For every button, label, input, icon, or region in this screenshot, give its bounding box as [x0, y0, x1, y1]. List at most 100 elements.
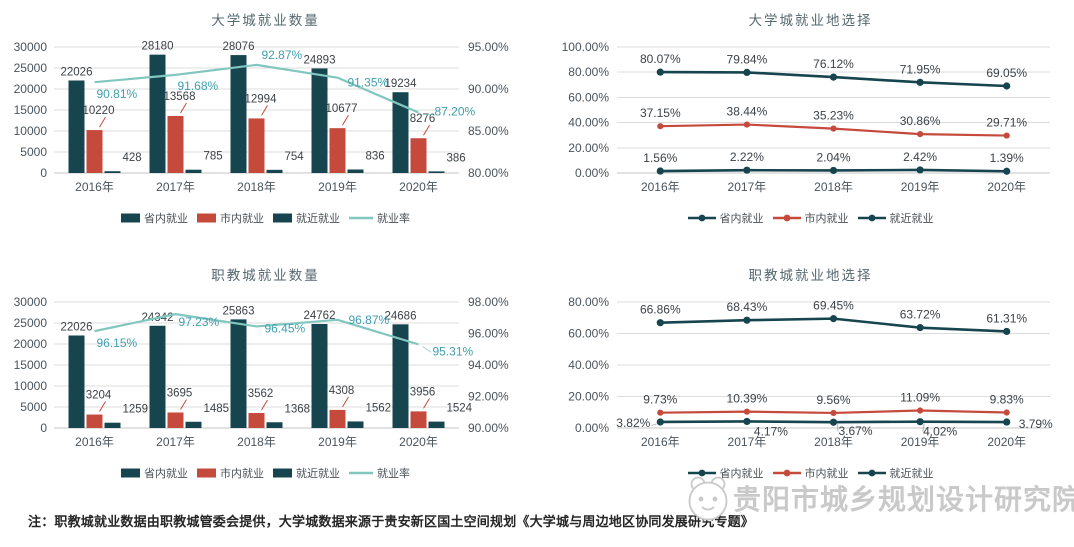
data-point [1003, 409, 1010, 416]
x-axis-label: 2017年 [156, 435, 195, 449]
bar-value-label: 1524 [447, 403, 473, 415]
data-point [1003, 327, 1011, 336]
point-label: 76.12% [813, 57, 854, 71]
label-leader-line [180, 102, 187, 114]
axis-tick-label: 15000 [14, 358, 48, 372]
chart-legend: 省内就业 市内就业 就近就业 [553, 465, 1068, 481]
legend-label: 就近就业 [889, 468, 934, 480]
point-label: 38.44% [727, 105, 768, 119]
bar-value-label: 428 [123, 152, 142, 164]
chart-title: 职教城就业数量 [211, 268, 320, 283]
bar-value-label: 13568 [164, 91, 196, 103]
institute-logo-icon [688, 476, 728, 521]
legend-label: 市内就业 [220, 468, 264, 480]
data-point [743, 121, 750, 128]
data-point [830, 409, 837, 417]
axis-tick-label: 0 [40, 421, 47, 435]
point-label: 90.81% [97, 87, 138, 101]
legend-item: 就近就业 [273, 465, 340, 481]
axis-tick-label: 0.00% [575, 166, 609, 180]
chart-canvas: 30000 25000 20000 15000 10000 5000 0 98.00% 96.0… [8, 285, 523, 462]
axis-tick-label: 15000 [14, 103, 48, 117]
data-point [743, 417, 751, 426]
rate-line [94, 313, 419, 346]
legend-item: 就近就业 [273, 210, 340, 226]
point-label: 2.04% [816, 150, 850, 164]
chart-title: 大学城就业地选择 [748, 13, 873, 28]
axis-tick-label: 10000 [14, 379, 48, 393]
bar [329, 409, 346, 428]
bar-value-label: 386 [447, 152, 466, 164]
bar [68, 335, 85, 428]
x-axis-label: 2017年 [156, 180, 195, 194]
point-label: 63.72% [900, 308, 941, 322]
bar [248, 413, 265, 428]
point-label: 68.43% [727, 300, 768, 314]
bar-value-label: 28076 [223, 41, 255, 53]
data-point [916, 166, 924, 174]
chart-legend: 省内就业 市内就业 就近就业 [553, 210, 1068, 226]
legend-item: 省内就业 [687, 465, 764, 481]
x-axis-label: 2018年 [814, 435, 853, 449]
legend-item: 市内就业 [772, 465, 849, 481]
data-point [657, 409, 664, 416]
chart-legend: 省内就业 市内就业 就近就业 就业率 [8, 465, 523, 481]
legend-item: 省内就业 [121, 210, 188, 226]
point-label: 9.73% [643, 393, 677, 407]
legend-label: 就近就业 [889, 213, 934, 225]
chart-canvas: 30000 25000 20000 15000 10000 5000 0 95.00% 90.0… [8, 30, 523, 207]
data-point [656, 167, 664, 175]
watermark: 贵阳市城乡规划设计研究院 [684, 474, 1074, 522]
label-leader-line [180, 399, 187, 410]
axis-tick-label: 30000 [14, 295, 48, 309]
legend-line-dot-icon [772, 469, 801, 477]
bar-value-label: 3695 [167, 387, 193, 399]
data-point [917, 407, 924, 414]
data-point [657, 123, 664, 130]
chart-canvas-svg: 30000 25000 20000 15000 10000 5000 0 95.00% 90.0… [14, 40, 509, 194]
bar [347, 169, 364, 173]
axis-tick-label: 20000 [14, 337, 48, 351]
point-label: 11.09% [900, 391, 940, 405]
bar [311, 323, 328, 428]
bar [428, 171, 445, 173]
legend-line-dot-icon [857, 214, 886, 222]
chart-vocational-employment-location: 职教城就业地选择 80.00% 60.00% 40.00% 20.00% 0.00% 20… [553, 255, 1068, 505]
bar [266, 422, 283, 428]
data-point [1003, 418, 1011, 426]
legend-label: 就近就业 [296, 213, 340, 225]
axis-tick-label: 25000 [14, 316, 48, 330]
chart-legend: 省内就业 市内就业 就近就业 就业率 [8, 210, 523, 226]
label-leader-line [99, 401, 106, 412]
data-point [656, 68, 664, 76]
watermark-text: 贵阳市城乡规划设计研究院 [733, 484, 1074, 515]
bar-value-label: 836 [366, 150, 385, 162]
point-label: 97.23% [179, 315, 220, 329]
bar [392, 92, 409, 173]
x-axis-label: 2018年 [237, 435, 276, 449]
bar-value-label: 4308 [329, 385, 355, 397]
legend-item: 就近就业 [857, 465, 934, 481]
data-point [1003, 82, 1011, 90]
bar [230, 319, 247, 428]
x-axis-label: 2019年 [901, 435, 940, 449]
axis-tick-label: 90.00% [468, 82, 509, 96]
axis-tick-label: 85.00% [468, 124, 509, 138]
bar [68, 80, 85, 173]
label-leader-line [423, 124, 430, 136]
bar-value-label: 754 [285, 151, 305, 163]
point-label: 91.68% [178, 79, 219, 93]
point-label: 66.86% [640, 303, 681, 317]
legend-item: 市内就业 [197, 210, 264, 226]
bar [230, 55, 247, 174]
axis-tick-label: 5000 [20, 145, 47, 159]
bar-value-label: 12994 [245, 93, 278, 105]
bar-value-label: 22026 [61, 66, 93, 78]
bar [248, 118, 265, 173]
point-label: 80.07% [640, 52, 681, 66]
point-label: 92.87% [262, 48, 303, 62]
chart-canvas-svg: 100.00% 80.00% 60.00% 40.00% 20.00% 0.00% 2016… [562, 40, 1050, 194]
data-point [743, 68, 751, 77]
axis-tick-label: 0.00% [575, 421, 609, 435]
